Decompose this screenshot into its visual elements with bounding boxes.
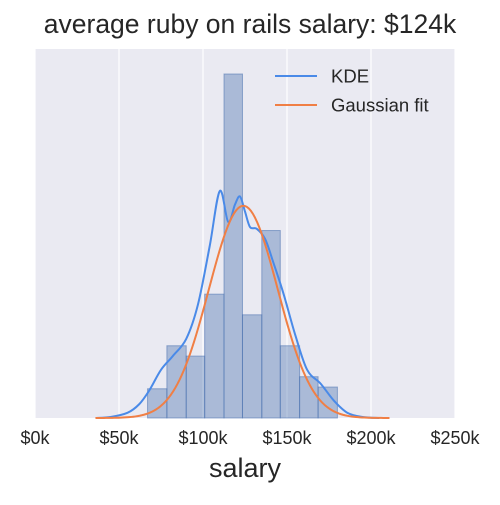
legend: KDE Gaussian fit [275,66,429,116]
x-tick-label-4: $200k [346,428,396,448]
histogram-bar-4 [223,73,243,419]
series-line-gaussian-fit [95,204,390,419]
x-axis-label: salary [209,453,282,483]
legend-label-0: KDE [331,66,369,87]
fit-lines [95,189,390,419]
histogram-bar-2 [185,355,206,419]
histogram-bar-3 [204,293,225,419]
legend-label-1: Gaussian fit [331,95,429,116]
histogram-bar-6 [261,230,281,419]
plot-area [35,49,455,418]
x-tick-label-3: $150k [262,428,312,448]
series-line-kde [95,189,380,419]
x-tick-label-2: $100k [178,428,228,448]
chart-title: average ruby on rails salary: $124k [44,9,457,39]
x-tick-label-0: $0k [20,428,50,448]
x-tick-label-1: $50k [99,428,139,448]
x-axis-ticks: $0k $50k $100k $150k $200k $250k [20,428,480,448]
x-tick-label-5: $250k [430,428,480,448]
histogram-bars [147,73,338,419]
histogram-bar-5 [241,314,263,419]
histogram-bar-1 [166,345,187,419]
